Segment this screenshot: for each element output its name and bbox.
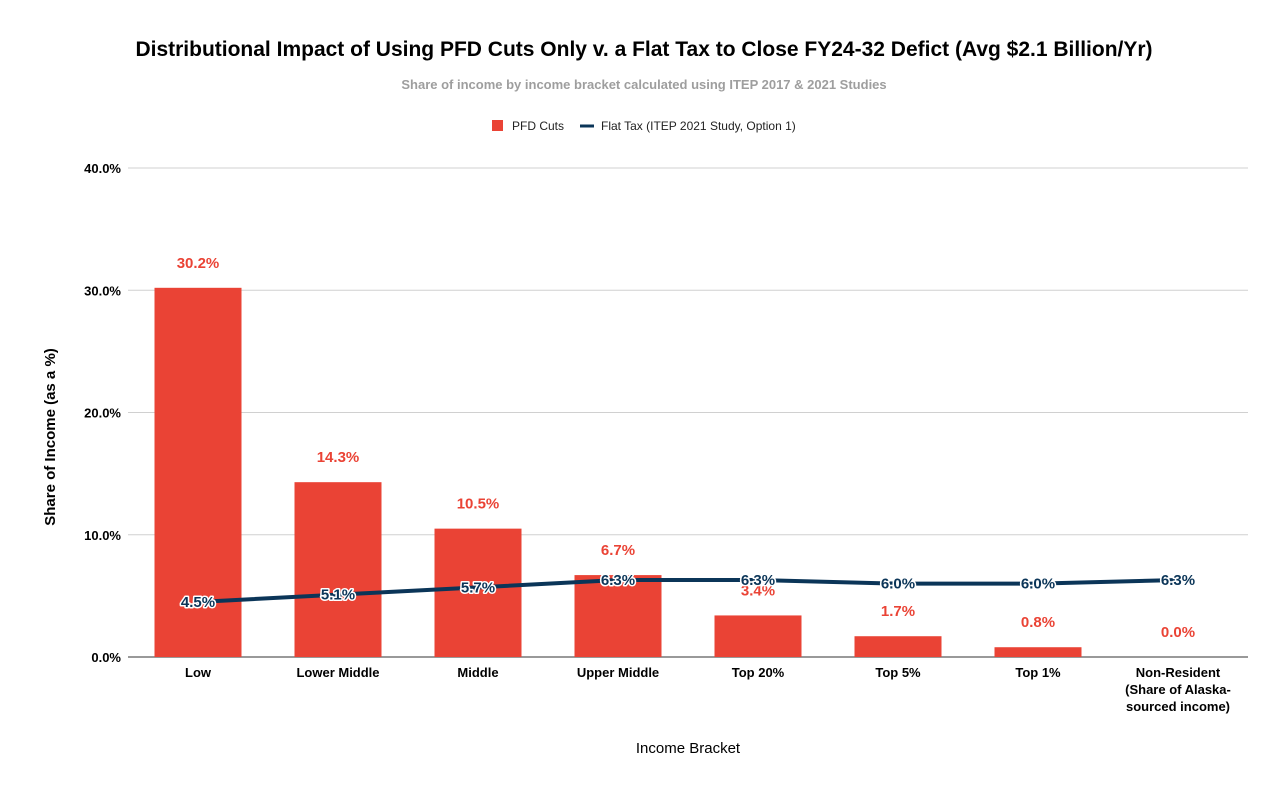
x-axis-title: Income Bracket	[636, 740, 741, 757]
legend-label-pfd-cuts: PFD Cuts	[512, 119, 564, 133]
bar-value-label: 1.7%	[881, 603, 915, 620]
bar-value-label: 0.8%	[1021, 614, 1055, 631]
bar-value-label: 10.5%	[457, 496, 500, 513]
x-tick-label: Middle	[457, 665, 498, 680]
x-tick-label: Top 5%	[875, 665, 921, 680]
bar-value-label: 0.0%	[1161, 624, 1195, 641]
line-value-label: 6.0%	[1021, 576, 1055, 593]
line-point	[477, 586, 479, 588]
x-tick-label: Top 20%	[732, 665, 785, 680]
bar-value-label: 30.2%	[177, 255, 220, 272]
line-point	[897, 583, 899, 585]
line-point	[337, 594, 339, 596]
legend: PFD Cuts Flat Tax (ITEP 2021 Study, Optio…	[492, 119, 796, 133]
bar-value-label: 6.7%	[601, 542, 635, 559]
line-data-labels: 4.5% 5.1% 5.7% 6.3% 6.3% 6.0% 6.0% 6.3%	[179, 570, 1196, 612]
bar	[994, 647, 1082, 657]
bar-value-label: 14.3%	[317, 449, 360, 466]
flat-tax-line	[196, 577, 1180, 604]
y-tick-label: 40.0%	[84, 161, 121, 176]
x-tick-label: Lower Middle	[296, 665, 379, 680]
legend-swatch-bar	[492, 120, 503, 131]
x-tick-label: Low	[185, 665, 212, 680]
chart-subtitle: Share of income by income bracket calcul…	[401, 77, 887, 92]
y-tick-label: 30.0%	[84, 283, 121, 298]
legend-label-flat-tax: Flat Tax (ITEP 2021 Study, Option 1)	[601, 119, 796, 133]
line-point	[1037, 583, 1039, 585]
y-tick-label: 0.0%	[91, 650, 121, 665]
line-point	[1177, 579, 1179, 581]
bar-series	[154, 287, 1082, 657]
y-axis-ticks: 0.0% 10.0% 20.0% 30.0% 40.0%	[84, 161, 121, 665]
line-point	[757, 579, 759, 581]
x-tick-label: Non-Resident (Share of Alaska-sourced inc…	[1125, 665, 1231, 714]
y-tick-label: 20.0%	[84, 406, 121, 421]
line-value-label: 6.0%	[881, 576, 915, 593]
line-value-label: 6.3%	[601, 572, 635, 589]
x-tick-label: Top 1%	[1015, 665, 1061, 680]
chart-title: Distributional Impact of Using PFD Cuts …	[135, 38, 1153, 61]
line-point	[617, 579, 619, 581]
bar-data-labels: 30.2% 14.3% 10.5% 6.7% 3.4% 1.7% 0.8% 0.0%	[177, 255, 1195, 641]
line-value-label: 6.3%	[741, 572, 775, 589]
line-series	[196, 577, 1180, 604]
bar	[714, 615, 802, 657]
y-axis-title: Share of Income (as a %)	[42, 348, 59, 526]
x-axis-ticks: Low Lower Middle Middle Upper Middle Top 20%…	[185, 665, 1231, 714]
line-value-label: 5.1%	[321, 587, 355, 604]
line-value-label: 4.5%	[181, 594, 215, 611]
bar	[154, 287, 242, 657]
bar	[574, 575, 662, 657]
x-tick-label: Upper Middle	[577, 665, 659, 680]
line-point	[197, 601, 199, 603]
bar	[854, 636, 942, 657]
line-value-label: 5.7%	[461, 579, 495, 596]
bar-value-label: 3.4%	[741, 582, 775, 599]
bar	[294, 482, 382, 657]
line-value-label: 6.3%	[1161, 572, 1195, 589]
bar	[434, 528, 522, 657]
y-tick-label: 10.0%	[84, 528, 121, 543]
